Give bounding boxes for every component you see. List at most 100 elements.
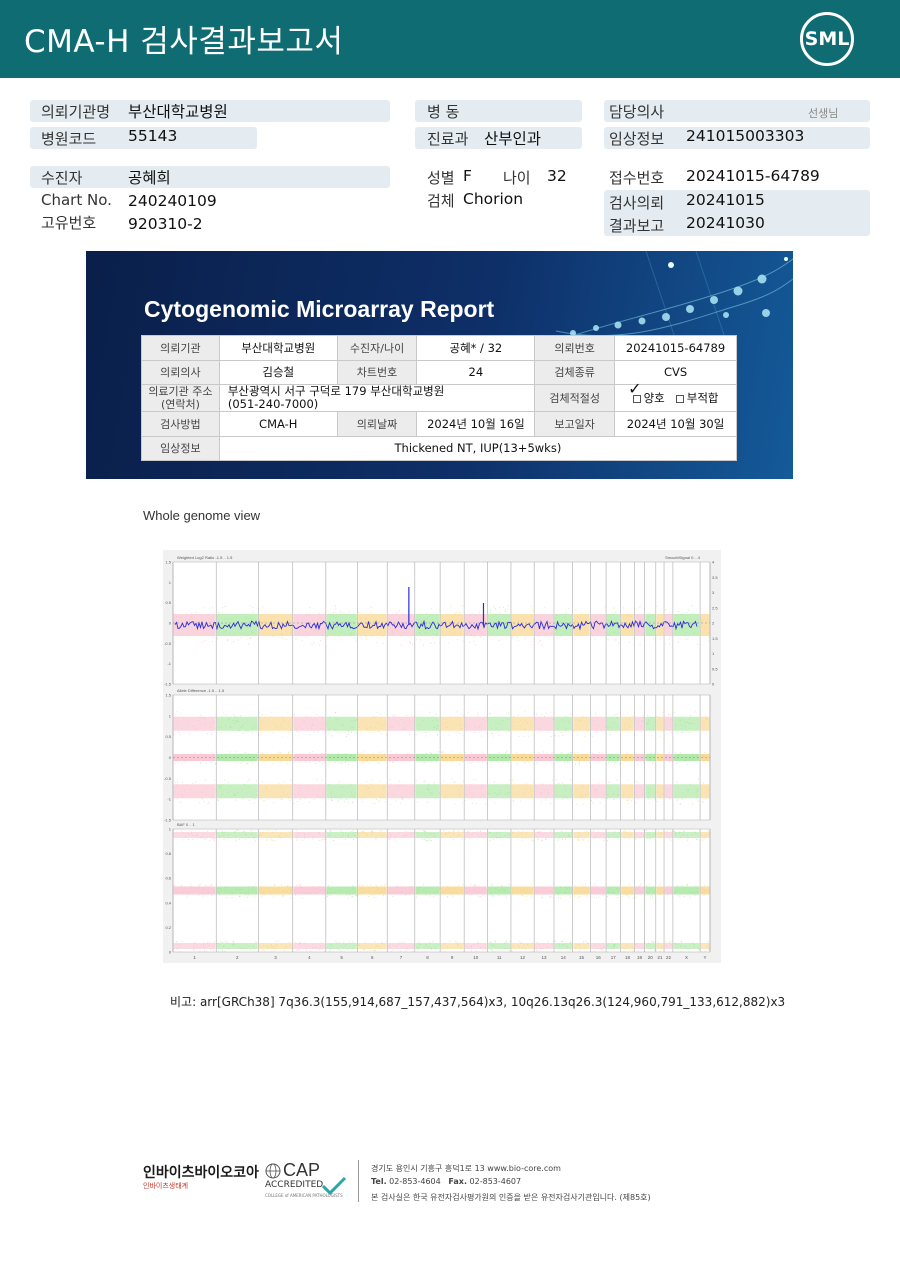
chromosome-label: 4 bbox=[308, 955, 311, 960]
chromosome-label: 13 bbox=[542, 955, 548, 960]
test-request-value: 20241015 bbox=[686, 191, 765, 209]
cap-logo: CAP ACCREDITED COLLEGE of AMERICAN PATHO… bbox=[265, 1160, 347, 1200]
patient-row-bg bbox=[30, 166, 390, 188]
genome-plot: Weighted Log2 Ratio -1.5 .. 1.5 SmoothSig… bbox=[163, 550, 721, 963]
right-axis-tick-label: 0.5 bbox=[712, 666, 718, 671]
chromosome-label: 21 bbox=[657, 955, 663, 960]
check-mark-icon bbox=[321, 1176, 347, 1196]
report-banner: Cytogenomic Microarray Report 의뢰기관 부산대학교… bbox=[86, 251, 793, 479]
logo-text: SML bbox=[804, 28, 850, 50]
table-key: 보고일자 bbox=[534, 411, 616, 437]
table-row: 의뢰기관 부산대학교병원 수진자/나이 공혜* / 32 의뢰번호 202410… bbox=[141, 335, 737, 361]
clinical-info-row-bg bbox=[604, 127, 870, 149]
unique-no-label: 고유번호 bbox=[41, 214, 97, 232]
right-axis-tick-label: 3 bbox=[712, 590, 715, 595]
chromosome-label: 20 bbox=[648, 955, 654, 960]
option-ok-label: 양호 bbox=[643, 391, 665, 405]
genome-plot-svg: Weighted Log2 Ratio -1.5 .. 1.5 SmoothSig… bbox=[163, 550, 721, 963]
table-key: 의뢰날짜 bbox=[336, 411, 418, 437]
tel-label: Tel. bbox=[371, 1177, 387, 1186]
chromosome-label: 11 bbox=[497, 955, 502, 960]
axis-tick-label: 1 bbox=[169, 580, 172, 585]
hospital-code-label: 병원코드 bbox=[41, 130, 97, 148]
axis-tick-label: -1.5 bbox=[164, 682, 172, 687]
institution-label: 의뢰기관명 bbox=[41, 103, 111, 121]
right-axis-tick-label: 3.5 bbox=[712, 575, 718, 580]
table-key: 검사방법 bbox=[141, 411, 220, 437]
chromosome-label: Y bbox=[704, 955, 707, 960]
option-bad-label: 부적합 bbox=[686, 391, 719, 405]
chromosome-label: 15 bbox=[579, 955, 585, 960]
chromosome-label: 1 bbox=[193, 955, 196, 960]
page-header: CMA-H 검사결과보고서 SML bbox=[0, 0, 900, 78]
table-key: 의료기관 주소 (연락처) bbox=[141, 384, 220, 412]
table-key: 의뢰번호 bbox=[534, 335, 616, 361]
axis-tick-label: 0.5 bbox=[165, 734, 171, 739]
axis-tick-label: -0.5 bbox=[164, 776, 172, 781]
hospital-code-row-bg bbox=[30, 127, 257, 149]
fax-value: 02-853-4607 bbox=[469, 1177, 522, 1186]
table-value: 20241015-64789 bbox=[614, 335, 737, 361]
right-axis-tick-label: 2 bbox=[712, 621, 715, 626]
right-axis-tick-label: 2.5 bbox=[712, 605, 718, 610]
institution-row-bg bbox=[30, 100, 390, 122]
specimen-label: 검체 bbox=[427, 192, 455, 210]
dates-row-bg bbox=[604, 190, 870, 236]
footer-contact: Tel. 02-853-4604 Fax. 02-853-4607 bbox=[371, 1177, 521, 1186]
table-value: 2024년 10월 30일 bbox=[614, 411, 737, 437]
clinical-info-label: 임상정보 bbox=[609, 130, 665, 148]
address-key-line1: 의료기관 주소 bbox=[148, 385, 213, 398]
department-value: 산부인과 bbox=[484, 130, 542, 148]
tel-value: 02-853-4604 bbox=[389, 1177, 441, 1186]
unique-no-value: 920310-2 bbox=[128, 215, 203, 233]
age-value: 32 bbox=[547, 167, 567, 185]
axis-tick-label: 0.6 bbox=[165, 876, 171, 881]
chromosome-label: 6 bbox=[371, 955, 374, 960]
axis-tick-label: 0.5 bbox=[165, 600, 171, 605]
axis-tick-label: -0.5 bbox=[164, 641, 172, 646]
axis-tick-label: 0.8 bbox=[165, 851, 171, 856]
table-row: 검사방법 CMA-H 의뢰날짜 2024년 10월 16일 보고일자 2024년… bbox=[141, 411, 737, 437]
remark-text: arr[GRCh38] 7q36.3(155,914,687_157,437,5… bbox=[199, 995, 786, 1009]
chromosome-label: 7 bbox=[400, 955, 403, 960]
table-value: Thickened NT, IUP(13+5wks) bbox=[218, 435, 738, 461]
chart-no-label: Chart No. bbox=[41, 191, 112, 209]
result-report-label: 결과보고 bbox=[609, 217, 665, 235]
cap-college: COLLEGE of AMERICAN PATHOLOGISTS bbox=[265, 1193, 343, 1198]
chromosome-label: 18 bbox=[625, 955, 631, 960]
right-axis-tick-label: 1 bbox=[712, 651, 715, 656]
right-axis-tick-label: 0 bbox=[712, 682, 715, 687]
fax-label: Fax. bbox=[448, 1177, 467, 1186]
receipt-no-value: 20241015-64789 bbox=[686, 167, 820, 185]
sml-logo-icon: SML bbox=[800, 12, 854, 66]
cap-accredited: ACCREDITED bbox=[265, 1180, 324, 1190]
dna-decoration-icon bbox=[555, 251, 793, 372]
chromosome-label: 10 bbox=[473, 955, 479, 960]
chromosome-label: 19 bbox=[637, 955, 643, 960]
chromosome-label: 8 bbox=[426, 955, 429, 960]
genome-view-label: Whole genome view bbox=[143, 508, 261, 523]
table-key: 임상정보 bbox=[141, 435, 220, 461]
panel2-title: Allele Difference -1.5 .. 1.5 bbox=[177, 688, 225, 693]
address-line1: 부산광역시 서구 구덕로 179 부산대학교병원 bbox=[227, 384, 445, 398]
patient-value: 공혜희 bbox=[128, 169, 171, 187]
sex-value: F bbox=[463, 167, 472, 185]
chromosome-label: 9 bbox=[451, 955, 454, 960]
table-key: 의뢰의사 bbox=[141, 359, 220, 385]
clinical-info-value: 241015003303 bbox=[686, 127, 805, 145]
chromosome-label: 5 bbox=[340, 955, 343, 960]
panel3-title: BAF 0 .. 1 bbox=[177, 822, 196, 827]
address-line2: (051-240-7000) bbox=[227, 397, 319, 411]
table-value: 부산대학교병원 bbox=[218, 335, 338, 361]
physician-row-bg bbox=[604, 100, 870, 122]
table-value: 공혜* / 32 bbox=[416, 335, 536, 361]
axis-tick-label: -1.5 bbox=[164, 818, 172, 823]
table-key: 검체적절성 bbox=[534, 384, 616, 412]
chromosome-label: 22 bbox=[666, 955, 672, 960]
report-table: 의뢰기관 부산대학교병원 수진자/나이 공혜* / 32 의뢰번호 202410… bbox=[141, 335, 738, 461]
table-row: 의료기관 주소 (연락처) 부산광역시 서구 구덕로 179 부산대학교병원 (… bbox=[141, 379, 737, 412]
institution-value: 부산대학교병원 bbox=[128, 103, 228, 121]
smooth-signal-line bbox=[174, 619, 698, 631]
chromosome-label: 2 bbox=[236, 955, 239, 960]
test-request-label: 검사의뢰 bbox=[609, 194, 665, 212]
